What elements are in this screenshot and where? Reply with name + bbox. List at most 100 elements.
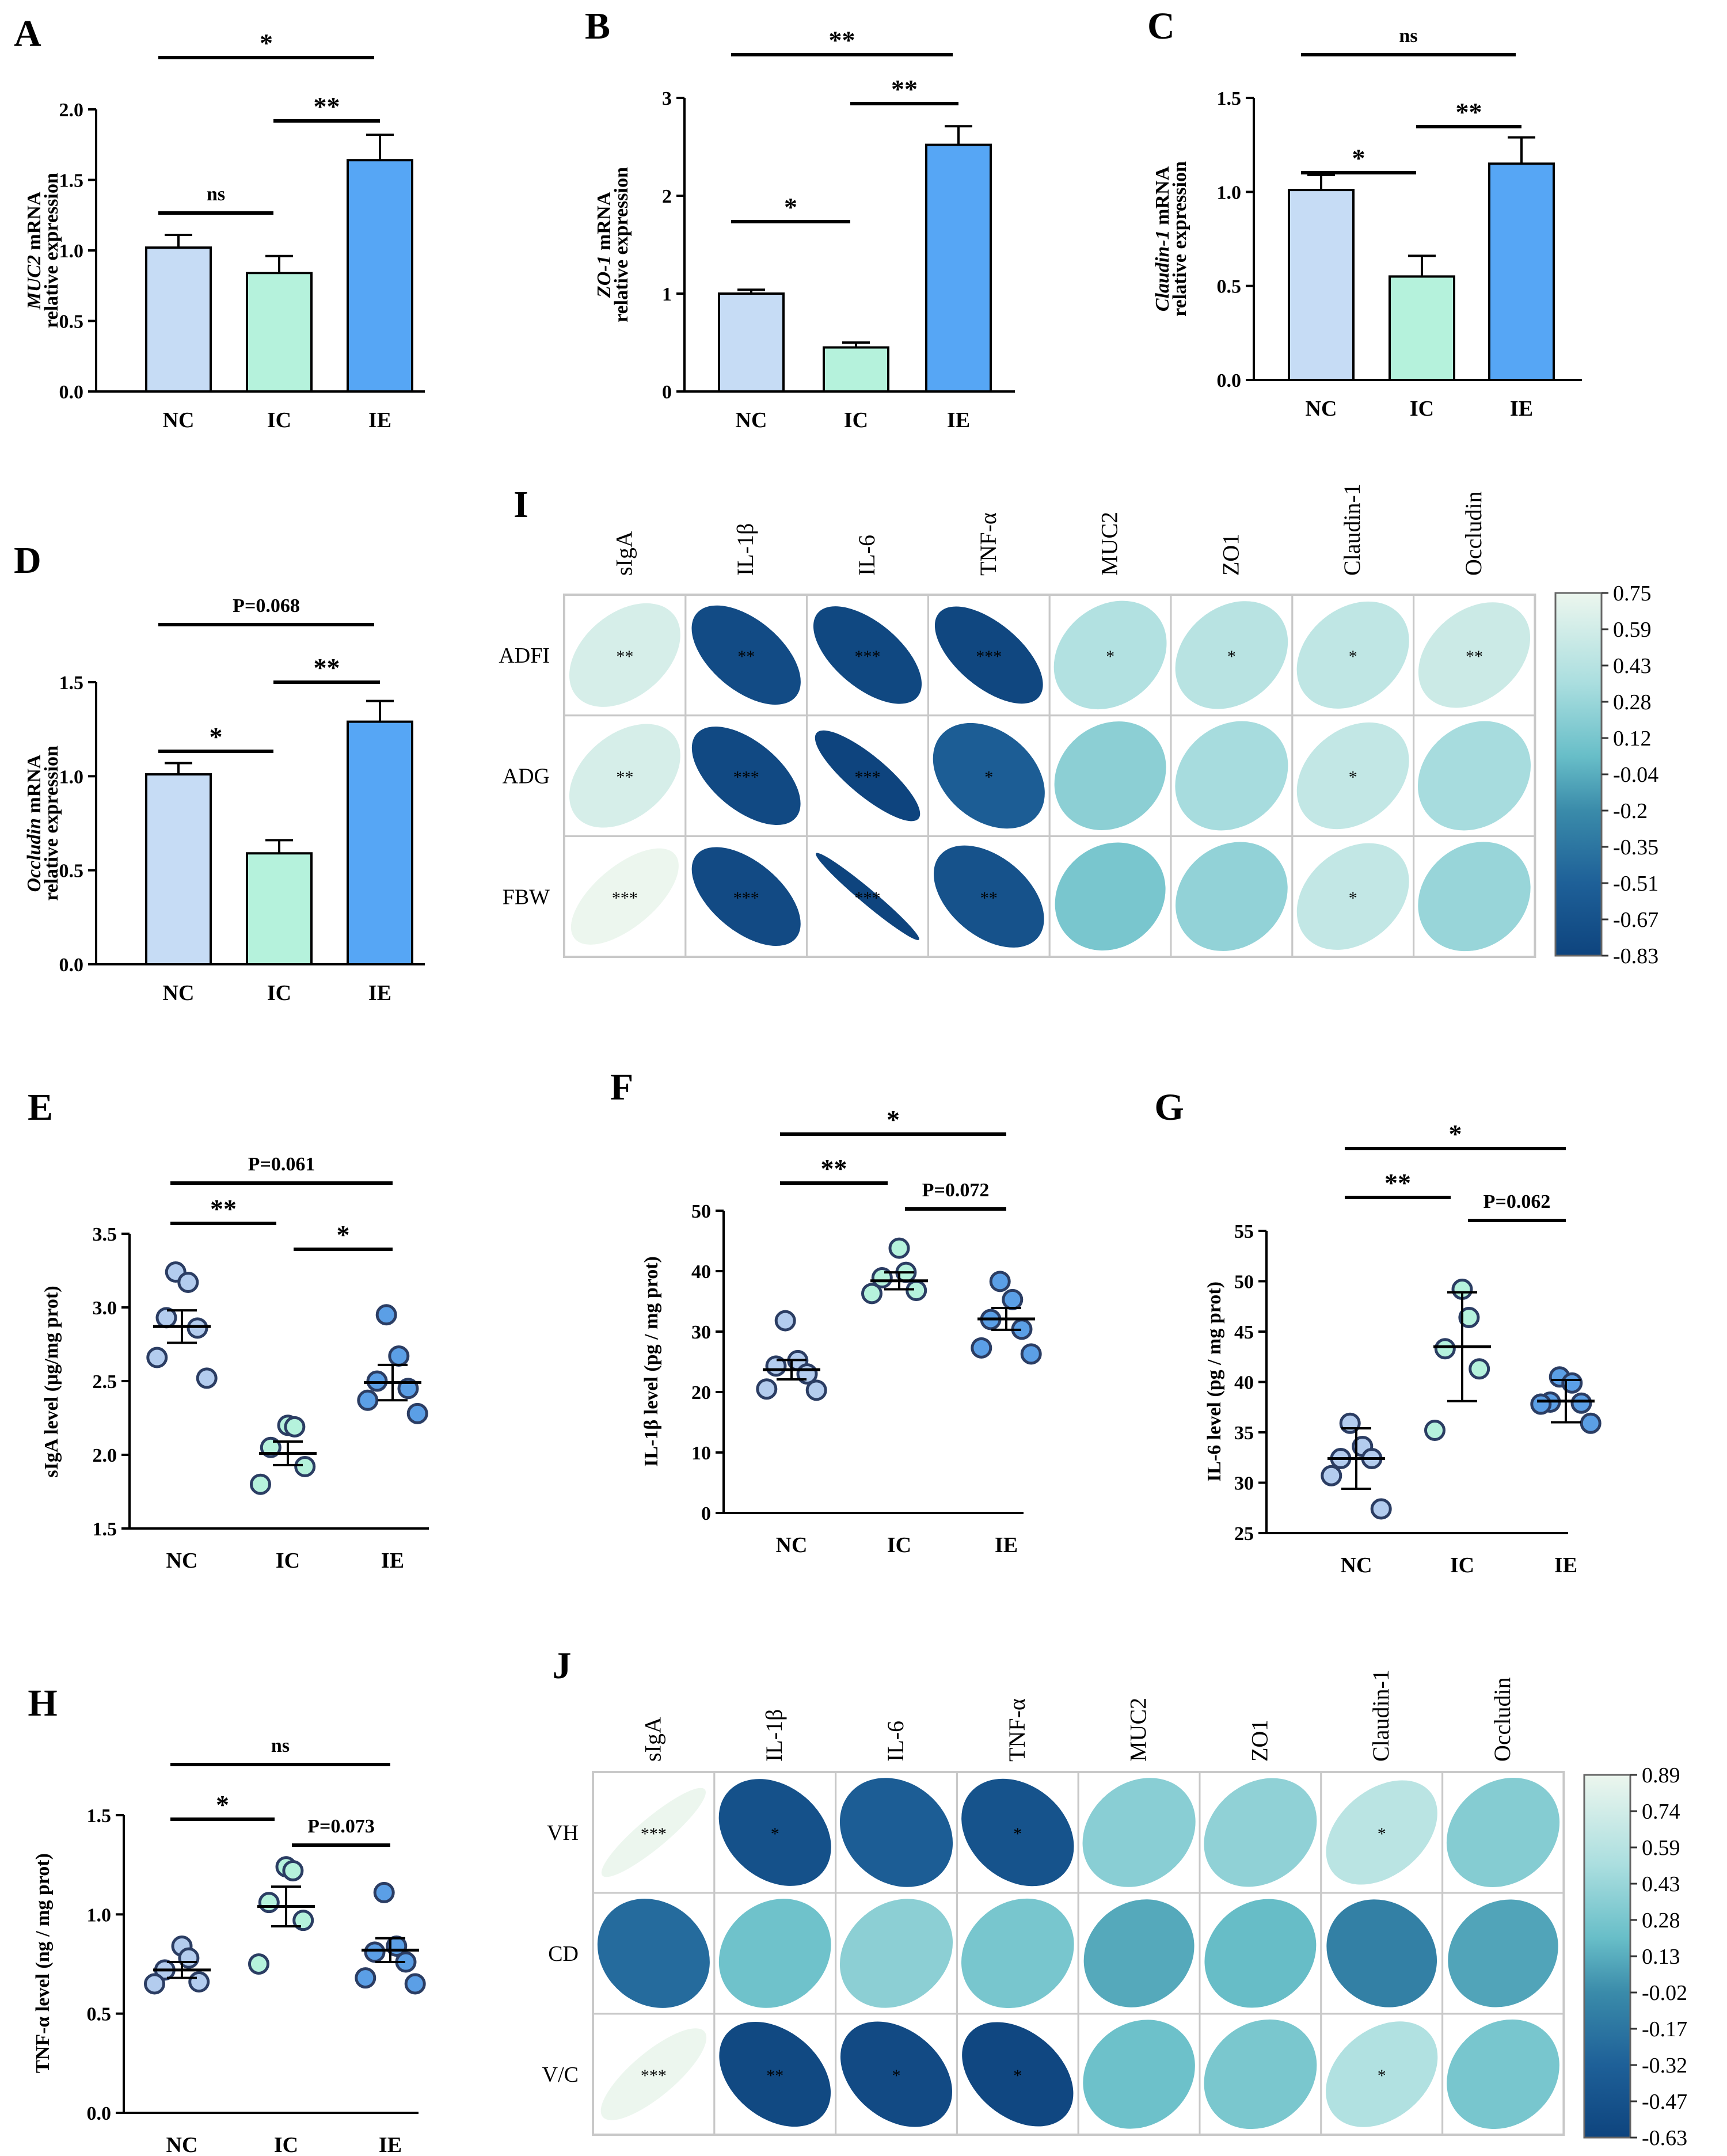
data-point-ic <box>258 1892 280 1914</box>
column-label: sIgA <box>611 531 637 576</box>
sig-label: ** <box>1384 1168 1411 1197</box>
correlation-ellipse <box>1053 600 1167 710</box>
correlation-ellipse <box>600 2028 707 2120</box>
bar-nc <box>1288 189 1355 381</box>
significance-stars: * <box>1378 2066 1386 2085</box>
significance-stars: * <box>1013 1824 1022 1843</box>
panel-letter: J <box>553 1645 572 1687</box>
y-tick-label: 0.0 <box>1217 370 1242 391</box>
correlation-ellipse <box>1083 1899 1195 2007</box>
data-point-ie <box>1561 1372 1583 1394</box>
x-tick-label: NC <box>163 981 195 1005</box>
y-tick-label: 0.0 <box>59 955 84 976</box>
data-point-nc <box>177 1271 199 1293</box>
x-tick-label: IC <box>1450 1553 1474 1577</box>
y-tick-label: 3.0 <box>93 1298 117 1319</box>
x-tick-label: IC <box>274 2133 298 2156</box>
y-axis-title-line1: Claudin-1 mRNA <box>1152 166 1173 311</box>
y-tick-label: 2.5 <box>93 1371 117 1393</box>
data-point-ic <box>1469 1358 1490 1380</box>
significance-stars: * <box>1349 768 1357 787</box>
column-header: Occludin <box>1460 491 1486 576</box>
bar-ic <box>246 272 313 393</box>
correlation-ellipse <box>1296 722 1409 830</box>
column-header: sIgA <box>611 531 637 576</box>
y-axis-title: IL-6 level (pg / mg prot) <box>1204 1282 1225 1482</box>
correlation-ellipse <box>840 2021 953 2127</box>
y-tick-label: 1 <box>662 284 672 305</box>
y-label-gene: Claudin-1 <box>1152 230 1173 311</box>
y-label-suffix: mRNA <box>1152 166 1173 230</box>
significance-stars: * <box>771 1824 779 1843</box>
sig-label: P=0.061 <box>248 1154 315 1175</box>
significance-stars: *** <box>733 888 759 907</box>
data-point-ie <box>1530 1393 1552 1415</box>
data-point-nc <box>756 1378 778 1400</box>
data-point-nc <box>805 1379 827 1401</box>
y-tick-label: 0.5 <box>59 311 84 333</box>
correlation-ellipse <box>1054 721 1166 830</box>
y-axis-title: sIgA level (μg/mg prot) <box>41 1286 62 1477</box>
correlation-ellipse <box>1175 721 1288 831</box>
panel-d: D0.00.51.01.5NC IC IEP=0.068***Occludin mR… <box>14 539 425 1005</box>
significance-stars: ** <box>1466 647 1483 666</box>
data-point-ic <box>861 1283 882 1305</box>
data-point-ic <box>292 1910 314 1931</box>
significance-stars: ** <box>616 647 633 666</box>
x-tick-label: IE <box>368 981 391 1005</box>
sig-label: * <box>1449 1119 1462 1149</box>
y-tick-label: 3.5 <box>93 1224 117 1245</box>
significance-stars: *** <box>612 888 638 907</box>
heatmap-cell <box>1441 2013 1565 2136</box>
column-label: MUC2 <box>1097 512 1123 576</box>
data-point-ic <box>294 1455 316 1477</box>
y-tick-label: 2.0 <box>59 100 84 121</box>
significance-stars: ** <box>980 888 998 907</box>
colorbar-tick-label: 0.75 <box>1613 581 1652 606</box>
correlation-ellipse <box>1417 721 1531 831</box>
x-tick-label: NC <box>1341 1553 1372 1577</box>
sig-label: * <box>1352 143 1365 173</box>
y-axis-title-line2: relative expression <box>41 746 62 901</box>
significance-stars: *** <box>855 647 881 666</box>
x-tick-label: NC <box>736 408 767 432</box>
data-point-ic <box>282 1860 304 1882</box>
panel-letter: A <box>14 13 41 55</box>
colorbar-tick-label: 0.28 <box>1642 1908 1680 1933</box>
column-label: IL-6 <box>882 1721 908 1762</box>
y-tick-label: 1.0 <box>1217 182 1242 203</box>
sig-label: * <box>784 192 797 222</box>
panel-letter: D <box>14 539 41 581</box>
sig-label: ** <box>314 653 340 682</box>
column-header: Claudin-1 <box>1339 484 1365 576</box>
correlation-ellipse <box>1326 1899 1437 2007</box>
colorbar-tick-label: -0.47 <box>1642 2090 1687 2114</box>
y-tick-label: 25 <box>1234 1523 1254 1545</box>
y-tick-label: 1.5 <box>59 170 84 192</box>
y-label-suffix: mRNA <box>24 754 45 818</box>
y-label-suffix: mRNA <box>594 191 615 255</box>
panel-letter: E <box>28 1086 53 1128</box>
y-tick-label: 1.0 <box>59 766 84 788</box>
y-tick-label: 1.5 <box>1217 88 1242 109</box>
y-axis-title: IL-1β level (pg / mg prot) <box>641 1256 662 1467</box>
sig-label: ** <box>1456 97 1482 127</box>
data-point-ie <box>388 1345 410 1367</box>
colorbar-tick-label: -0.63 <box>1642 2126 1687 2150</box>
column-header: sIgA <box>640 1717 665 1762</box>
colorbar <box>1583 1774 1631 2139</box>
significance-stars: *** <box>976 647 1002 666</box>
data-point-ic <box>248 1953 269 1975</box>
significance-stars: * <box>1106 647 1114 666</box>
bar-ie <box>347 720 413 965</box>
correlation-ellipse <box>961 1898 1074 2009</box>
sig-label: * <box>337 1220 350 1249</box>
data-point-ie <box>1002 1288 1024 1310</box>
y-label-gene: ZO-1 <box>594 255 615 298</box>
bar-nc <box>145 773 212 965</box>
sig-label: ** <box>821 1154 847 1183</box>
bar-nc <box>718 292 785 393</box>
data-point-ie <box>357 1389 379 1411</box>
y-tick-label: 0.5 <box>59 861 84 882</box>
